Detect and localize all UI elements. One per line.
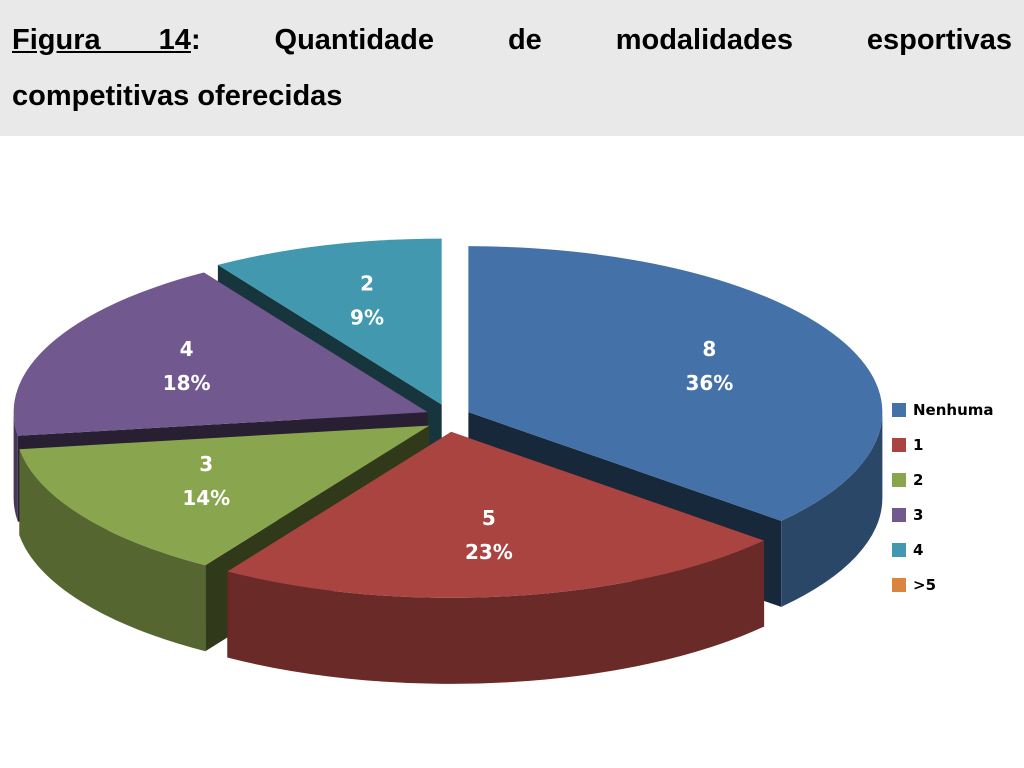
data-label-3: 4 18%: [163, 337, 211, 395]
legend-swatch: [892, 472, 906, 487]
legend-label: 3: [913, 505, 924, 524]
pie-slice-top-2: [19, 425, 430, 566]
pie-slice-top-1: [227, 431, 765, 598]
legend-label: 1: [913, 435, 924, 454]
legend-swatch: [892, 507, 906, 522]
data-label-1: 5 23%: [465, 506, 513, 564]
data-label-4: 2 9%: [350, 272, 384, 330]
data-label-nenhuma: 8 36%: [685, 337, 733, 395]
data-label-percent-1: 23%: [465, 540, 513, 564]
legend-swatch: [892, 577, 906, 592]
data-label-value-nenhuma: 8: [702, 337, 716, 361]
legend-item-nenhuma: Nenhuma: [892, 392, 994, 427]
pie-slice-side-2: [19, 449, 206, 652]
legend-item-3: 3: [892, 497, 994, 532]
caption-word: modalidades: [615, 24, 793, 56]
caption-figure-number: Figura 14:: [12, 16, 201, 64]
caption-line-1: Figura 14: Quantidade de modalidades esp…: [12, 16, 1012, 64]
data-label-value-1: 5: [482, 506, 496, 530]
data-label-value-3: 4: [180, 337, 194, 361]
data-label-percent-2: 14%: [182, 486, 230, 510]
pie-slice-side-nenhuma: [781, 412, 883, 607]
data-label-percent-nenhuma: 36%: [685, 371, 733, 395]
figure-caption: Figura 14: Quantidade de modalidades esp…: [0, 0, 1024, 136]
legend-label: >5: [913, 575, 937, 594]
caption-word: esportivas: [866, 24, 1012, 56]
legend-item-5: >5: [892, 567, 994, 602]
legend-label: 4: [913, 540, 924, 559]
figure-label: Figura 14: [12, 24, 191, 56]
pie-slice-1: [227, 431, 765, 684]
figure-colon: :: [190, 24, 201, 56]
pie-slice-side-3: [13, 412, 18, 522]
legend-swatch: [892, 542, 906, 557]
legend-label: 2: [913, 470, 924, 489]
caption-word: Quantidade: [274, 24, 435, 56]
pie-slice-top-nenhuma: [468, 246, 883, 521]
legend-label: Nenhuma: [913, 400, 994, 419]
data-label-value-2: 3: [199, 452, 213, 476]
data-label-value-4: 2: [360, 272, 374, 296]
legend-swatch: [892, 437, 906, 452]
caption-word: de: [507, 24, 542, 56]
legend-item-2: 2: [892, 462, 994, 497]
legend-swatch: [892, 402, 906, 417]
data-label-percent-4: 9%: [350, 306, 384, 330]
chart-legend: Nenhuma 1 2 3 4 >5: [892, 392, 994, 602]
data-label-2: 3 14%: [182, 452, 230, 510]
caption-line-2: competitivas oferecidas: [12, 80, 343, 112]
pie-slice-top-4: [217, 238, 442, 405]
pie-slice-top-3: [13, 272, 428, 436]
legend-item-4: 4: [892, 532, 994, 567]
pie-slice-side-1: [227, 540, 765, 684]
data-label-percent-3: 18%: [163, 371, 211, 395]
legend-item-1: 1: [892, 427, 994, 462]
